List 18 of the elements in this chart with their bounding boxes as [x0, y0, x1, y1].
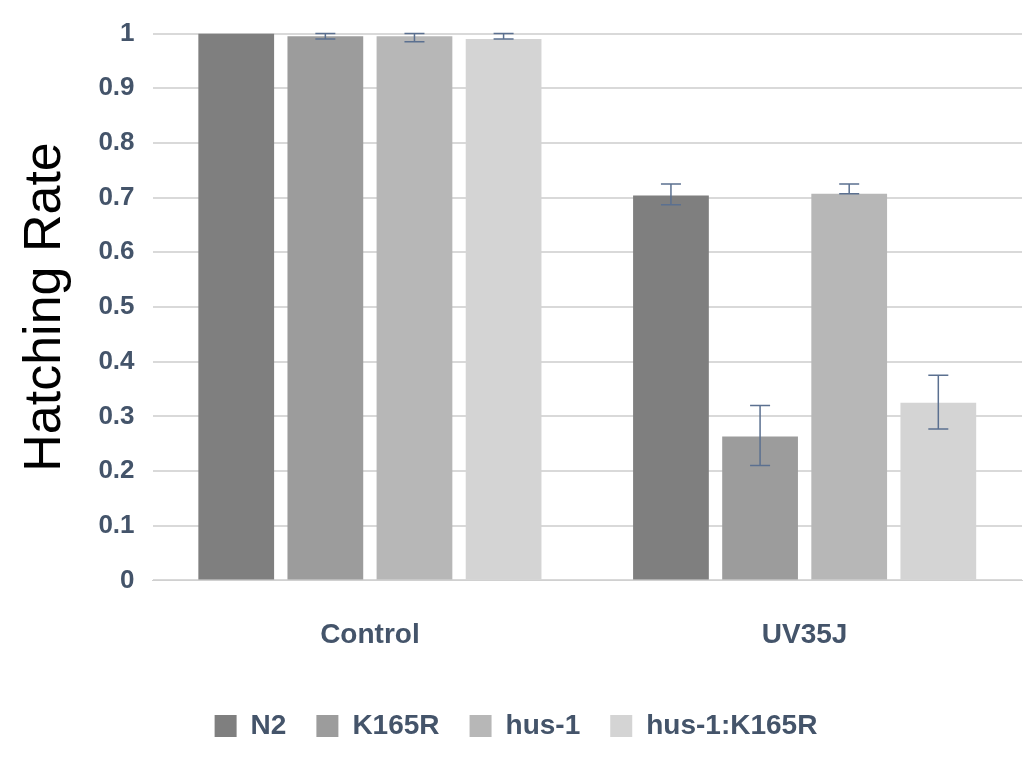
y-tick-label: 0.2	[98, 454, 135, 485]
y-tick-label: 0.5	[98, 290, 135, 321]
y-tick-label: 0	[120, 563, 135, 594]
y-tick-label: 0.3	[98, 399, 135, 430]
legend-label: K165R	[352, 708, 440, 740]
y-tick-label: 0.9	[98, 71, 135, 102]
y-tick-label: 0.6	[98, 235, 135, 266]
y-tick-label: 0.4	[98, 344, 136, 375]
legend-label: hus-1	[505, 708, 581, 740]
y-tick-label: 0.8	[98, 126, 135, 157]
legend-label: N2	[250, 708, 287, 740]
x-tick-label: Control	[320, 617, 420, 649]
legend-label: hus-1:K165R	[646, 708, 818, 740]
x-tick-label: UV35J	[761, 617, 848, 649]
y-tick-label: 1	[120, 16, 135, 47]
y-tick-label: 0.7	[98, 180, 135, 211]
y-tick-label: 0.1	[98, 508, 135, 539]
y-axis-title: Hatching Rate	[12, 142, 71, 472]
